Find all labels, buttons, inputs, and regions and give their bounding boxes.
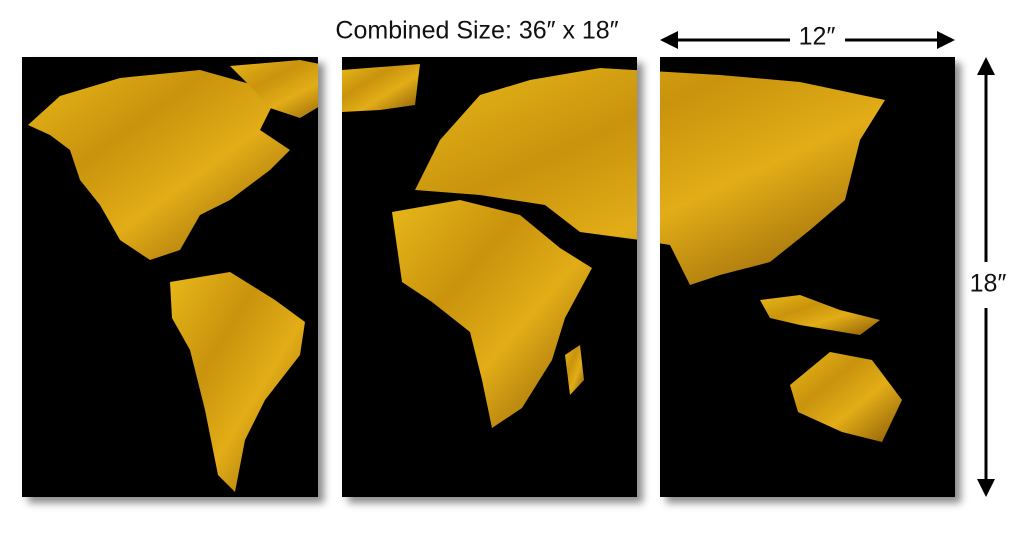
width-label: 12″ xyxy=(799,23,836,51)
height-label: 18″ xyxy=(970,270,1007,298)
heading: Combined Size: 36″ x 18″ xyxy=(335,17,618,45)
width-arrow xyxy=(660,31,955,49)
height-arrow xyxy=(977,57,995,497)
